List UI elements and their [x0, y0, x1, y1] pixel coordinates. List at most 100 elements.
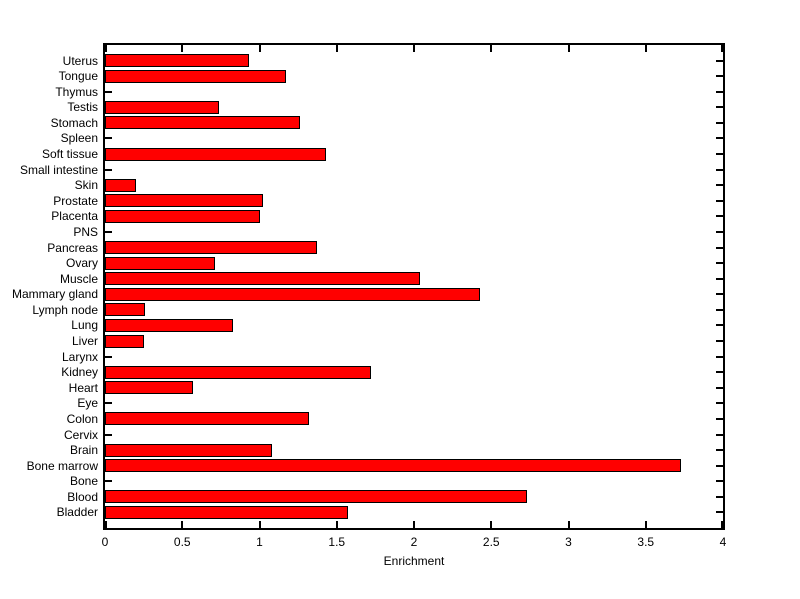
x-tick-top [644, 45, 647, 52]
x-tick-bottom [567, 521, 570, 528]
y-tick-right [716, 340, 723, 343]
x-tick-bottom [413, 521, 415, 528]
y-tick-right [716, 511, 723, 514]
y-tick-label: Bone marrow [26, 458, 98, 473]
y-tick-label: Spleen [60, 131, 98, 146]
x-tick-bottom [644, 521, 647, 528]
y-tick-label: Lung [71, 318, 98, 333]
y-tick-label: Muscle [59, 271, 98, 286]
x-tick-top [335, 45, 338, 52]
bar-liver [105, 334, 144, 348]
y-tick-label: Mammary gland [11, 287, 98, 302]
y-tick-right [716, 386, 723, 389]
y-tick-label: Lymph node [32, 302, 98, 317]
y-tick-label: Placenta [51, 209, 98, 224]
y-tick-label: Brain [69, 443, 98, 458]
y-tick-right [716, 153, 723, 156]
bar-colon [105, 412, 309, 426]
bar-blood [105, 490, 527, 504]
x-tick-top [567, 45, 570, 52]
y-tick-label: Uterus [62, 53, 98, 68]
y-tick-label: PNS [73, 224, 98, 239]
x-tick-bottom [490, 521, 493, 528]
y-tick-label: Liver [71, 334, 98, 349]
x-tick-bottom [721, 521, 723, 528]
bar-skin [105, 178, 136, 192]
y-tick-label: Colon [66, 411, 98, 426]
y-tick-right [716, 90, 723, 93]
y-tick-right [716, 417, 723, 420]
y-tick-right [716, 199, 723, 202]
x-tick-bottom [181, 521, 184, 528]
bar-muscle [105, 272, 421, 286]
x-tick-label: 4 [719, 535, 727, 549]
y-tick-right [716, 262, 723, 265]
y-tick-left [105, 90, 112, 93]
x-tick-top [721, 45, 723, 52]
y-tick-left [105, 355, 112, 358]
x-tick-bottom [335, 521, 338, 528]
y-tick-right [716, 137, 723, 140]
y-tick-right [716, 215, 723, 218]
x-tick-top [490, 45, 493, 52]
y-tick-right [716, 480, 723, 483]
y-tick-right [716, 59, 723, 62]
y-tick-right [716, 230, 723, 233]
y-tick-label: Kidney [61, 365, 98, 380]
x-tick-label: 3.5 [637, 535, 655, 549]
bar-soft-tissue [105, 147, 326, 161]
bar-stomach [105, 116, 300, 130]
y-tick-right [716, 449, 723, 452]
y-tick-label: Bladder [56, 505, 98, 520]
y-tick-right [716, 293, 723, 296]
y-tick-right [716, 324, 723, 327]
bar-lymph-node [105, 303, 146, 317]
y-tick-label: Pancreas [47, 240, 98, 255]
y-tick-label: Testis [67, 100, 98, 115]
bar-bone-marrow [105, 459, 682, 473]
bar-kidney [105, 365, 371, 379]
y-tick-right [716, 495, 723, 498]
y-tick-right [716, 433, 723, 436]
x-tick-label: 1 [256, 535, 263, 549]
plot-area [103, 43, 725, 530]
bar-bladder [105, 505, 348, 519]
y-tick-right [716, 184, 723, 187]
x-tick-label: 2.5 [482, 535, 500, 549]
y-tick-right [716, 355, 723, 358]
y-tick-right [716, 246, 723, 249]
y-tick-right [716, 464, 723, 467]
y-tick-left [105, 402, 112, 405]
y-tick-label: Larynx [61, 349, 98, 364]
bar-testis [105, 100, 220, 114]
x-axis-label: Enrichment [383, 554, 445, 568]
y-tick-right [716, 308, 723, 311]
x-tick-top [258, 45, 261, 52]
y-tick-right [716, 371, 723, 374]
bar-pancreas [105, 241, 317, 255]
y-tick-label: Prostate [53, 193, 98, 208]
x-tick-bottom [105, 521, 107, 528]
x-tick-label: 1.5 [328, 535, 346, 549]
y-tick-right [716, 168, 723, 171]
x-tick-label: 3 [565, 535, 572, 549]
y-tick-left [105, 433, 112, 436]
x-tick-top [181, 45, 184, 52]
y-tick-label: Soft tissue [41, 147, 98, 162]
y-tick-label: Thymus [55, 84, 98, 99]
y-tick-left [105, 480, 112, 483]
x-tick-bottom [258, 521, 261, 528]
x-tick-label: 2 [410, 535, 418, 549]
y-tick-right [716, 106, 723, 109]
y-tick-right [716, 277, 723, 280]
y-tick-label: Ovary [65, 256, 98, 271]
y-tick-label: Cervix [63, 427, 98, 442]
bar-uterus [105, 54, 249, 68]
y-tick-label: Stomach [50, 115, 98, 130]
x-tick-label: 0 [101, 535, 109, 549]
y-tick-right [716, 75, 723, 78]
bar-tongue [105, 69, 286, 83]
x-tick-top [413, 45, 415, 52]
y-tick-left [105, 230, 112, 233]
